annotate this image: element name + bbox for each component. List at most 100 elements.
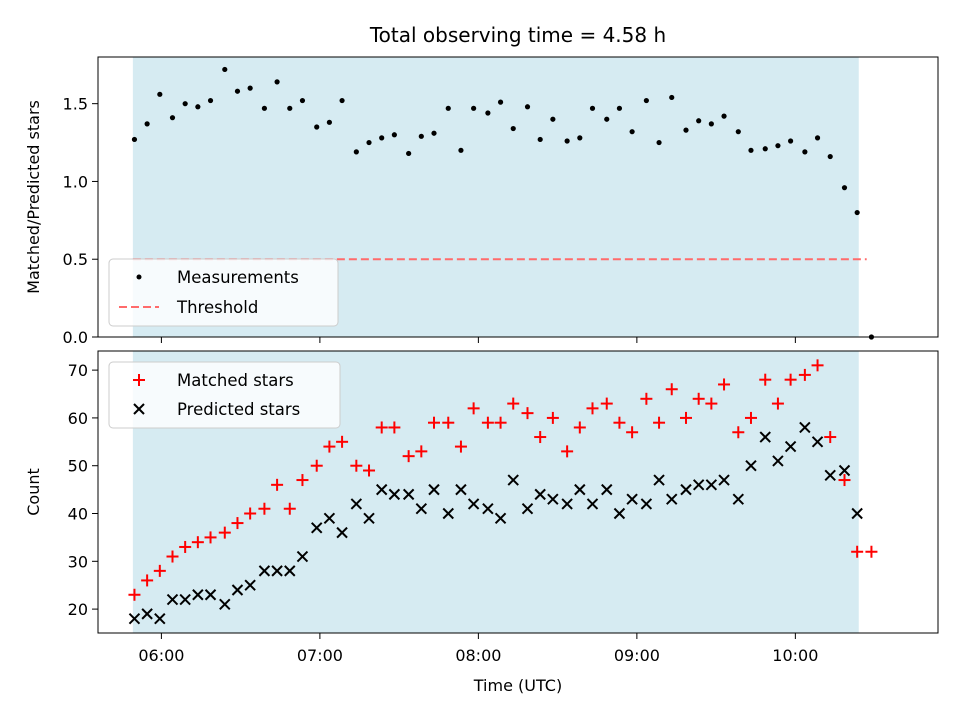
measurement-point: [696, 118, 702, 124]
predicted-star-point: [745, 460, 757, 472]
matched-star-point: [640, 392, 653, 405]
legend-matched-marker: [133, 374, 145, 386]
predicted-star-point: [363, 512, 375, 524]
predicted-star-point: [231, 584, 244, 596]
matched-star-point: [388, 421, 401, 434]
matched-star-point: [718, 378, 731, 391]
matched-star-point: [204, 531, 217, 544]
predicted-star-point: [601, 483, 613, 496]
measurement-point: [445, 105, 451, 111]
top-legend: Measurements Threshold: [108, 258, 339, 327]
measurement-point: [550, 116, 556, 122]
predicted-star-point: [613, 507, 626, 520]
bottom-axes-frame: [97, 350, 939, 634]
predicted-star-point: [851, 507, 863, 520]
measurement-point: [537, 136, 543, 143]
matched-star-point: [415, 445, 428, 458]
legend-predicted-label: Predicted stars: [177, 400, 300, 419]
predicted-star-point: [653, 474, 665, 486]
matched-star-point: [153, 564, 166, 577]
predicted-star-point: [574, 483, 586, 496]
predicted-star-point: [166, 593, 179, 606]
bottom-legend: Matched stars Predicted stars: [108, 361, 341, 429]
measurement-point: [589, 105, 596, 111]
matched-star-point: [600, 397, 613, 410]
predicted-star-point: [296, 550, 309, 563]
predicted-star-point: [219, 598, 231, 611]
matched-star-point: [759, 373, 772, 386]
measurement-point: [207, 97, 214, 104]
top-legend-box: [108, 258, 339, 327]
measurement-point: [841, 185, 848, 191]
measurement-point: [802, 149, 808, 155]
matched-star-point: [507, 397, 520, 410]
matched-star-point: [865, 545, 878, 558]
predicted-star-point: [759, 431, 771, 443]
measurement-point: [485, 110, 491, 116]
matched-star-point: [613, 416, 626, 429]
predicted-star-point: [179, 593, 191, 606]
y-tick-label: 1.5: [63, 95, 88, 114]
measurement-point: [406, 150, 412, 157]
measurement-point: [391, 132, 397, 138]
matched-star-point: [692, 392, 705, 405]
matched-star-point: [784, 373, 797, 386]
predicted-star-point: [442, 507, 454, 520]
predicted-star-point: [311, 522, 323, 534]
measurement-point: [418, 133, 424, 139]
matched-star-point: [283, 502, 296, 515]
measurement-point: [788, 138, 794, 144]
measurement-point: [157, 91, 163, 97]
measurement-point: [326, 119, 332, 125]
predicted-star-point: [258, 565, 271, 577]
top-axes-frame: [97, 56, 939, 338]
matched-star-point: [244, 507, 257, 520]
measurement-point: [854, 209, 860, 216]
matched-star-point: [665, 383, 678, 396]
measurement-point: [524, 104, 531, 110]
measurement-point: [247, 85, 253, 91]
y-tick-label: 70: [68, 361, 88, 380]
matched-star-point: [851, 545, 864, 558]
matched-star-point: [824, 431, 837, 444]
measurement-point: [814, 135, 821, 141]
predicted-star-point: [204, 589, 217, 601]
measurement-point: [431, 130, 437, 136]
matched-star-point: [680, 411, 692, 424]
matched-star-point: [811, 359, 824, 372]
legend-matched-label: Matched stars: [177, 371, 294, 390]
matched-star-point: [350, 459, 363, 472]
matched-star-point: [454, 440, 467, 453]
measurement-point: [144, 121, 150, 127]
measurement-point: [735, 129, 741, 135]
matched-star-point: [561, 445, 574, 458]
x-tick-label: 08:00: [455, 646, 501, 665]
predicted-star-point: [415, 503, 428, 515]
predicted-star-point: [507, 474, 519, 486]
predicted-star-point: [428, 483, 440, 496]
matched-star-point: [296, 474, 309, 487]
predicted-star-point: [680, 483, 692, 496]
measurement-point: [616, 105, 623, 111]
matched-star-point: [838, 474, 851, 487]
legend-measurements-label: Measurements: [177, 268, 299, 287]
predicted-star-point: [494, 512, 507, 524]
y-tick-label: 0.0: [63, 328, 88, 347]
measurement-point: [762, 146, 768, 152]
matched-star-point: [494, 416, 507, 429]
matched-star-point: [323, 440, 336, 453]
predicted-star-point: [666, 493, 678, 505]
matched-star-point: [191, 536, 204, 549]
measurement-point: [497, 99, 504, 105]
predicted-star-point: [521, 503, 534, 515]
x-axis-label: Time (UTC): [473, 676, 562, 695]
matched-star-point: [546, 411, 559, 424]
predicted-star-point: [284, 565, 296, 577]
measurement-point: [339, 97, 345, 104]
matched-star-point: [363, 464, 376, 477]
y-tick-label: 60: [68, 409, 88, 428]
measurement-point: [656, 139, 662, 146]
matched-star-point: [573, 421, 586, 434]
predicted-star-point: [692, 479, 705, 491]
measurement-point: [577, 135, 583, 141]
